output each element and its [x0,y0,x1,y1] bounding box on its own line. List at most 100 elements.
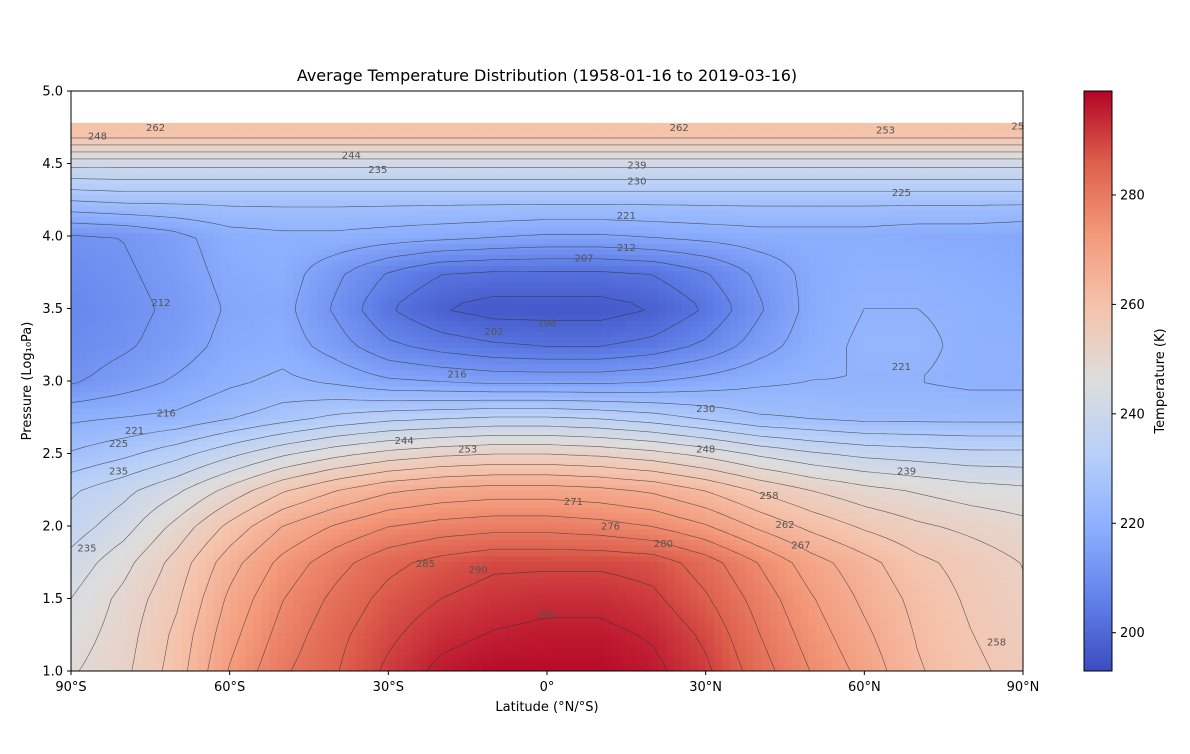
heatmap-cell [642,616,651,623]
heatmap-cell [547,517,556,524]
heatmap-cell [150,665,159,671]
heatmap-cell [626,588,635,595]
heatmap-cell [126,446,136,453]
heatmap-cell [999,660,1008,667]
heatmap-cell [991,627,1000,634]
heatmap-cell [888,610,897,617]
heatmap-cell [578,583,588,590]
heatmap-cell [554,550,564,557]
heatmap-cell [158,627,167,634]
heatmap-cell [1015,583,1023,590]
heatmap-cell [118,616,128,623]
heatmap-cell [118,561,128,568]
heatmap-cell [785,616,794,623]
heatmap-cell [404,462,413,469]
heatmap-cell [293,583,302,590]
heatmap-cell [404,643,413,650]
heatmap-cell [547,577,556,584]
heatmap-cell [166,473,175,480]
heatmap-cell [840,566,850,573]
heatmap-cell [602,501,612,508]
heatmap-cell [340,528,350,535]
heatmap-cell [1007,539,1016,546]
heatmap-cell [1007,561,1016,568]
heatmap-cell [86,550,96,557]
heatmap-cell [713,643,723,650]
heatmap-cell [435,506,445,513]
heatmap-cell [285,561,294,568]
heatmap-cell [166,451,175,458]
heatmap-cell [499,616,508,623]
heatmap-cell [840,446,850,453]
heatmap-cell [182,495,191,502]
heatmap-cell [261,638,270,645]
heatmap-cell [547,462,556,469]
heatmap-cell [491,594,500,601]
heatmap-cell [78,621,88,628]
heatmap-cell [800,457,810,464]
heatmap-cell [523,517,532,524]
heatmap-cell [570,517,580,524]
heatmap-cell [983,544,992,552]
heatmap-cell [967,490,976,497]
heatmap-cell [237,555,247,562]
heatmap-cell [761,605,770,612]
heatmap-cell [253,490,262,497]
heatmap-cell [904,649,913,656]
heatmap-cell [404,572,413,579]
heatmap-cell [729,665,738,671]
heatmap-cell [277,605,286,612]
heatmap-cell [142,627,151,634]
heatmap-cell [824,561,834,568]
heatmap-cell [285,544,294,552]
heatmap-cell [245,495,255,502]
heatmap-cell [975,588,984,595]
heatmap-cell [396,599,405,606]
heatmap-cell [205,665,215,671]
heatmap-cell [983,479,992,486]
heatmap-cell [166,649,175,656]
heatmap-cell [705,446,715,453]
heatmap-cell [420,599,429,606]
heatmap-cell [499,479,508,486]
heatmap-cell [491,495,500,502]
heatmap-cell [792,632,802,639]
heatmap-cell [412,632,421,639]
heatmap-cell [594,643,604,650]
heatmap-cell [388,490,397,497]
heatmap-cell [285,506,294,513]
heatmap-cell [388,654,397,661]
heatmap-cell [800,550,810,557]
heatmap-cell [951,501,961,508]
heatmap-cell [761,457,770,464]
heatmap-cell [911,462,921,469]
heatmap-cell [856,528,865,535]
heatmap-cell [999,583,1008,590]
heatmap-cell [935,457,945,464]
heatmap-cell [94,517,104,524]
heatmap-cell [896,555,905,562]
heatmap-cell [769,539,778,546]
heatmap-cell [340,627,350,634]
heatmap-cell [261,451,270,458]
heatmap-cell [658,643,667,650]
heatmap-cell [896,632,905,639]
heatmap-cell [562,484,572,491]
heatmap-cell [1015,462,1023,469]
heatmap-cell [443,616,453,623]
heatmap-cell [935,517,945,524]
heatmap-cell [880,610,889,617]
heatmap-cell [951,594,961,601]
heatmap-cell [253,473,262,480]
heatmap-cell [364,654,374,661]
heatmap-cell [578,468,588,475]
heatmap-cell [420,610,429,617]
heatmap-cell [919,566,929,573]
heatmap-cell [777,649,786,656]
heatmap-cell [237,539,247,546]
heatmap-cell [872,643,881,650]
heatmap-cell [673,544,683,552]
heatmap-cell [451,605,461,612]
heatmap-cell [856,605,865,612]
heatmap-cell [205,555,215,562]
